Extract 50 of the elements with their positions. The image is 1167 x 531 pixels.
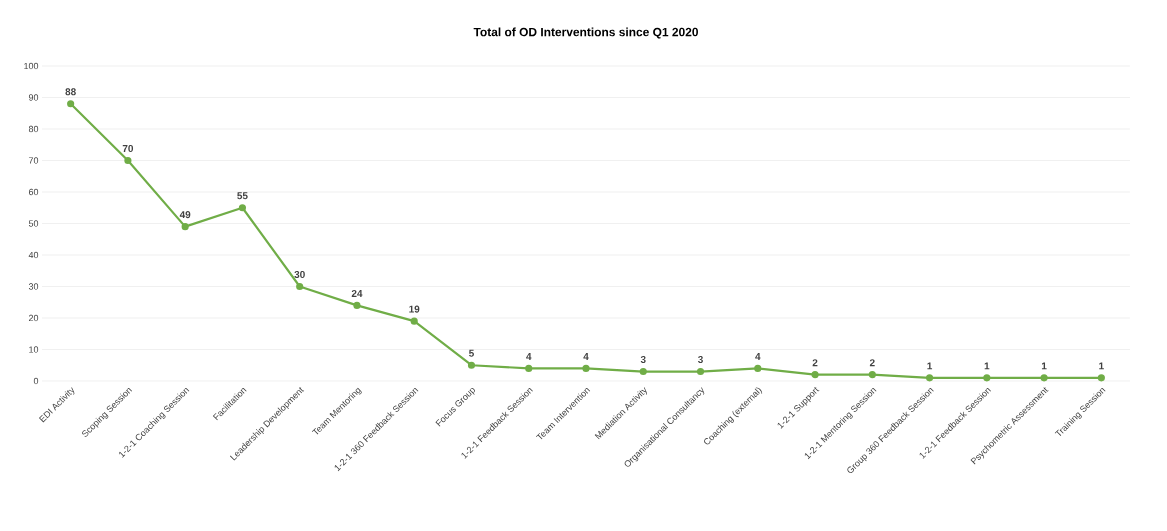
point	[124, 156, 132, 165]
data-label: 49	[179, 211, 191, 219]
data-label: 4	[526, 353, 532, 360]
data-label: 70	[122, 144, 134, 152]
y-tick-label: 70	[28, 157, 39, 164]
point	[639, 367, 647, 376]
data-label: 30	[294, 270, 305, 278]
y-tick-label: 40	[28, 251, 39, 259]
data-label: 4	[755, 353, 761, 360]
point	[754, 364, 762, 372]
point	[1040, 374, 1048, 382]
y-tick-label: 90	[28, 94, 39, 101]
y-tick-label: 100	[24, 62, 39, 70]
y-tick-label: 30	[28, 283, 39, 290]
point	[983, 374, 991, 382]
data-label: 5	[469, 349, 474, 357]
data-label: 88	[65, 88, 76, 96]
data-label: 1	[927, 362, 933, 370]
y-tick-label: 10	[29, 346, 39, 353]
data-label: 55	[237, 192, 248, 200]
y-tick-label: 60	[28, 188, 39, 196]
data-label: 3	[640, 355, 646, 364]
point	[696, 367, 705, 376]
y-tick-label: 0	[33, 377, 39, 385]
data-label: 1	[984, 362, 990, 370]
data-label: 2	[812, 359, 818, 367]
point	[353, 301, 361, 309]
point	[296, 282, 304, 291]
point	[525, 364, 533, 372]
point	[181, 223, 189, 231]
chart-title: Total of OD Interventions since Q1 2020	[473, 27, 698, 39]
y-tick-label: 50	[28, 220, 39, 227]
point	[467, 361, 476, 369]
point	[238, 204, 247, 212]
data-label: 19	[409, 305, 420, 313]
y-tick-label: 80	[28, 125, 39, 133]
point	[582, 364, 590, 372]
point	[67, 100, 75, 108]
data-label: 24	[351, 289, 363, 297]
data-label: 4	[583, 353, 589, 360]
y-tick-label: 20	[28, 314, 39, 322]
point	[1097, 374, 1105, 382]
data-label: 1	[1099, 362, 1104, 370]
point	[811, 371, 819, 379]
point	[868, 371, 876, 379]
point	[925, 374, 934, 382]
data-label: 1	[1041, 362, 1047, 370]
data-label: 3	[697, 355, 703, 364]
data-label: 2	[869, 359, 875, 367]
point	[410, 317, 418, 325]
